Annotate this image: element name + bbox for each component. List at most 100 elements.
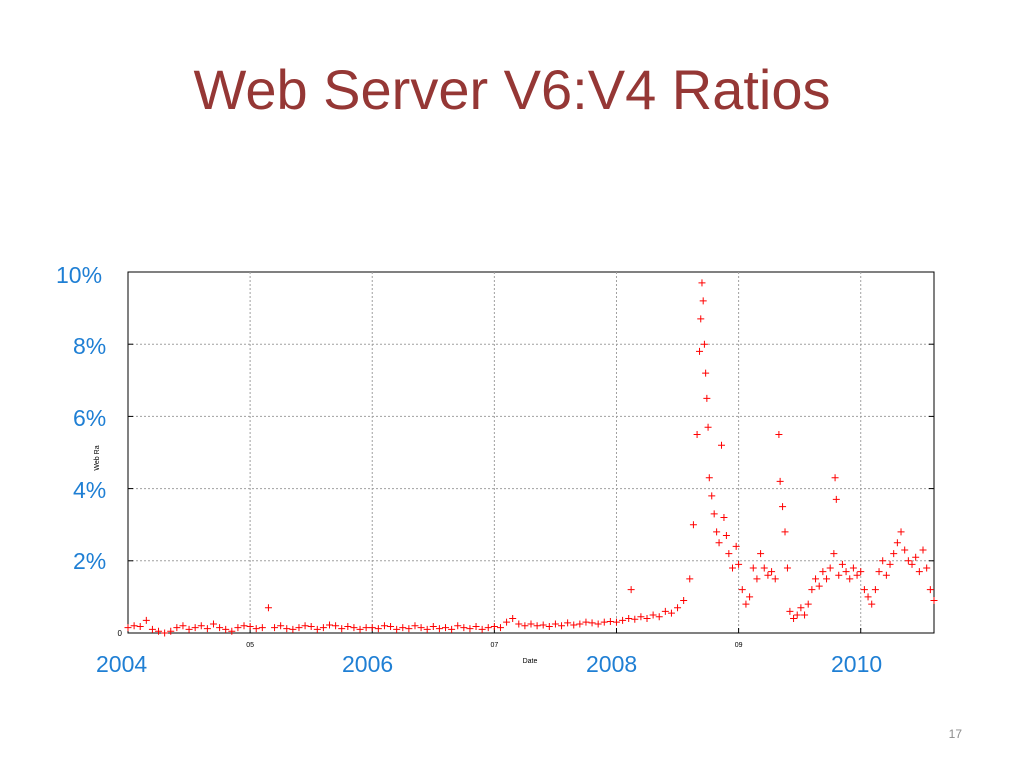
data-point-marker <box>228 627 236 635</box>
data-point-marker <box>871 586 879 594</box>
data-point-marker <box>136 623 144 631</box>
data-point-marker <box>882 571 890 579</box>
data-point-marker <box>713 528 721 536</box>
data-point-marker <box>879 557 887 565</box>
data-point-marker <box>399 624 407 632</box>
data-point-marker <box>619 616 627 624</box>
data-point-marker <box>338 625 346 633</box>
data-point-marker <box>185 625 193 633</box>
data-point-marker <box>283 625 291 633</box>
data-point-marker <box>564 619 572 627</box>
data-point-marker <box>124 624 132 632</box>
data-point-marker <box>718 441 726 449</box>
data-point-marker <box>417 624 425 632</box>
data-point-marker <box>191 624 199 632</box>
data-point-marker <box>783 564 791 572</box>
data-point-marker <box>897 528 905 536</box>
data-point-marker <box>674 604 682 612</box>
data-point-marker <box>696 347 704 355</box>
data-point-marker <box>606 617 614 625</box>
slide-number: 17 <box>948 727 962 741</box>
data-point-marker <box>771 575 779 583</box>
data-point-marker <box>625 615 633 623</box>
data-point-marker <box>600 618 608 626</box>
x-year-label-2008: 2008 <box>586 651 638 677</box>
y-tick-label-10: 10% <box>56 262 103 288</box>
data-point-marker <box>875 568 883 576</box>
data-point-marker <box>703 394 711 402</box>
data-point-marker <box>790 615 798 623</box>
x-axis-label: Date <box>523 658 538 665</box>
data-point-marker <box>387 623 395 631</box>
data-point-marker <box>295 624 303 632</box>
data-point-marker <box>356 625 364 633</box>
data-point-marker <box>764 571 772 579</box>
data-point-marker <box>130 622 138 630</box>
data-point-marker <box>271 624 279 632</box>
data-point-marker <box>720 513 728 521</box>
data-point-marker <box>842 568 850 576</box>
y-tick-label-2: 2% <box>73 548 107 574</box>
x-tick-small-05: 05 <box>246 642 254 649</box>
data-point-marker <box>594 620 602 628</box>
data-point-marker <box>576 620 584 628</box>
data-point-marker <box>326 621 333 629</box>
data-point-marker <box>332 622 340 630</box>
data-point-marker <box>545 623 553 631</box>
data-point-marker <box>161 629 169 637</box>
data-point-marker <box>838 560 846 568</box>
data-point-marker <box>819 568 827 576</box>
data-point-marker <box>197 622 205 630</box>
data-point-marker <box>893 539 901 547</box>
data-point-marker <box>832 495 840 503</box>
data-point-marker <box>393 625 401 633</box>
data-point-marker <box>722 532 730 540</box>
data-point-marker <box>515 620 523 628</box>
data-point-marker <box>808 586 816 594</box>
data-point-marker <box>533 622 541 630</box>
data-point-marker <box>742 600 750 608</box>
data-point-marker <box>715 539 723 547</box>
data-point-marker <box>423 625 431 633</box>
data-point-marker <box>588 619 596 627</box>
data-point-marker <box>460 624 468 632</box>
data-point-marker <box>698 279 706 287</box>
data-point-marker <box>155 627 163 635</box>
data-point-marker <box>732 542 740 550</box>
data-point-marker <box>680 597 688 605</box>
data-point-marker <box>904 557 912 565</box>
data-point-marker <box>753 575 761 583</box>
data-point-marker <box>776 477 784 485</box>
data-point-marker <box>411 622 419 630</box>
data-point-marker <box>521 622 529 630</box>
data-point-marker <box>582 618 590 626</box>
data-point-marker <box>919 546 927 554</box>
data-point-marker <box>643 615 651 623</box>
data-point-marker <box>478 625 486 633</box>
data-point-marker <box>693 430 701 438</box>
data-point-marker <box>319 624 327 632</box>
data-point-marker <box>868 600 876 608</box>
data-point-marker <box>757 550 765 558</box>
data-point-marker <box>612 618 620 626</box>
x-year-label-2010: 2010 <box>831 651 883 677</box>
data-point-marker <box>760 564 768 572</box>
data-point-marker <box>448 625 456 633</box>
data-point-marker <box>203 625 211 633</box>
data-point-marker <box>667 609 675 617</box>
data-point-marker <box>864 593 872 601</box>
data-point-marker <box>496 624 504 632</box>
data-point-marker <box>558 622 566 630</box>
data-point-marker <box>142 616 150 624</box>
data-point-marker <box>812 575 820 583</box>
data-point-marker <box>435 625 443 633</box>
data-point-marker <box>804 600 812 608</box>
data-point-marker <box>344 623 352 631</box>
data-point-marker <box>849 564 857 572</box>
data-point-marker <box>442 624 450 632</box>
data-point-marker <box>484 624 492 632</box>
data-point-marker <box>779 503 787 511</box>
data-point-marker <box>710 510 718 518</box>
data-point-marker <box>503 618 511 626</box>
